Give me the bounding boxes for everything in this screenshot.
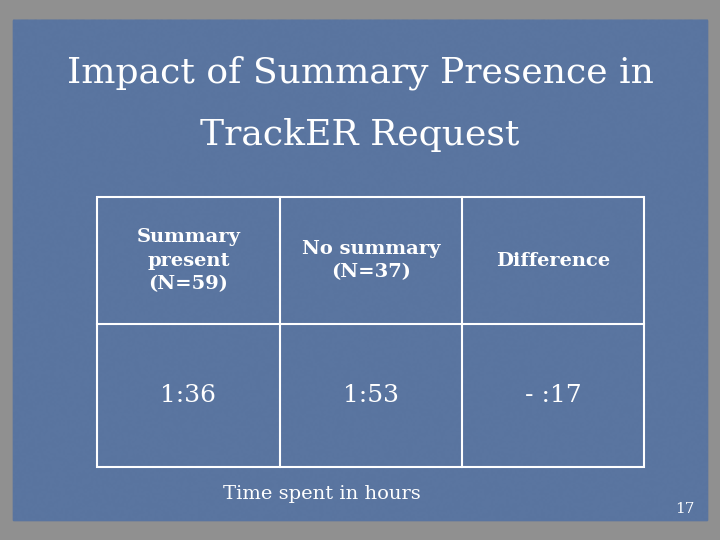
- Text: Difference: Difference: [496, 252, 611, 269]
- Text: TrackER Request: TrackER Request: [200, 118, 520, 152]
- Text: 1:36: 1:36: [161, 384, 217, 407]
- Text: Impact of Summary Presence in: Impact of Summary Presence in: [66, 56, 654, 90]
- Text: - :17: - :17: [525, 384, 582, 407]
- Text: 1:53: 1:53: [343, 384, 399, 407]
- Bar: [97, 197, 644, 467]
- Text: 17: 17: [675, 502, 695, 516]
- Text: Summary
present
(N=59): Summary present (N=59): [136, 228, 240, 293]
- Text: No summary
(N=37): No summary (N=37): [302, 240, 440, 281]
- Text: Time spent in hours: Time spent in hours: [223, 485, 421, 503]
